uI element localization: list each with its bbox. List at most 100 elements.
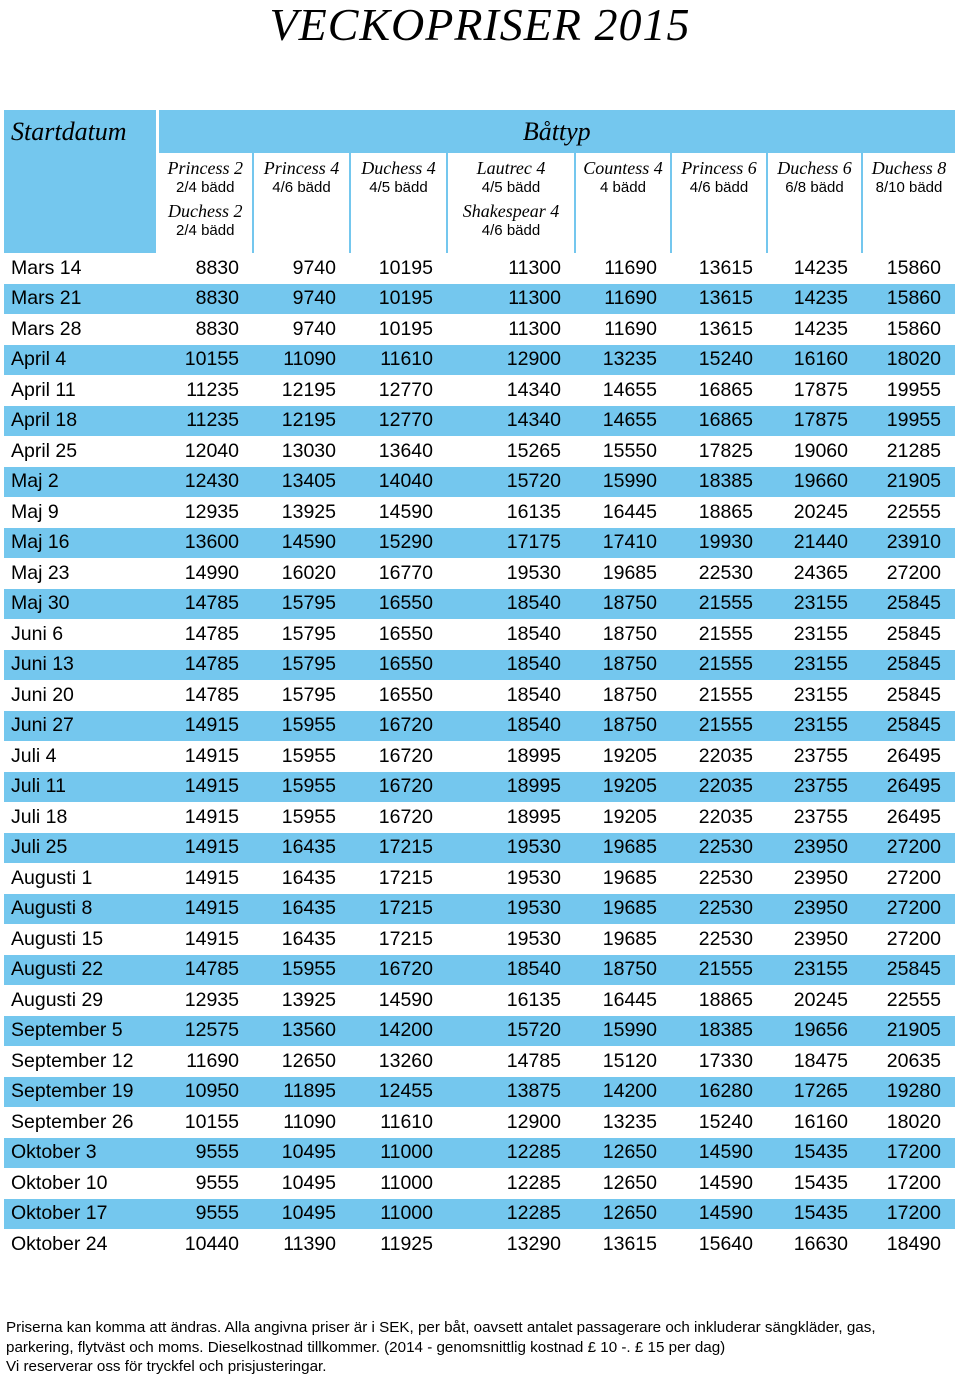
boat-header-spacer	[4, 153, 159, 253]
price-cell: 16865	[671, 405, 767, 436]
price-cell: 15860	[862, 253, 955, 284]
price-cell: 22035	[671, 741, 767, 772]
price-cell: 15290	[350, 527, 447, 558]
price-cell: 23950	[767, 924, 862, 955]
price-cell: 15795	[253, 619, 350, 650]
boat-name: Duchess 4	[361, 158, 436, 178]
table-row: Mars 14 8830 9740 10195 11300 11690 13615 14235…	[4, 253, 955, 284]
price-cell: 8830	[157, 253, 253, 284]
boat-type-row: Princess 2 2/4 bädd Duchess 2 2/4 bädd Princ…	[4, 153, 955, 253]
price-cell: 19205	[575, 741, 671, 772]
table-row: Maj 9 12935 13925 14590 16135 16445 18865 20245…	[4, 497, 955, 528]
price-cell: 23755	[767, 741, 862, 772]
price-cell: 15265	[447, 436, 575, 467]
price-cell: 14590	[253, 527, 350, 558]
price-cell: 14915	[157, 893, 253, 924]
price-cell: 12935	[157, 497, 253, 528]
price-cell: 23155	[767, 710, 862, 741]
price-table: Startdatum Båttyp Princess 2 2/4 bädd Duch…	[4, 110, 955, 1260]
price-table-container: Startdatum Båttyp Princess 2 2/4 bädd Duch…	[4, 110, 955, 1260]
price-cell: 20245	[767, 985, 862, 1016]
price-cell: 16280	[671, 1076, 767, 1107]
price-cell: 18540	[447, 954, 575, 985]
price-cell: 14235	[767, 283, 862, 314]
price-cell: 16630	[767, 1229, 862, 1260]
price-cell: 9555	[157, 1198, 253, 1229]
price-cell: 10950	[157, 1076, 253, 1107]
price-cell: 23950	[767, 893, 862, 924]
price-cell: 11300	[447, 314, 575, 345]
price-cell: 21905	[862, 466, 955, 497]
price-cell: 13615	[575, 1229, 671, 1260]
table-row: April 4 10155 11090 11610 12900 13235 15240 161…	[4, 344, 955, 375]
price-cell: 12650	[575, 1198, 671, 1229]
table-row: Oktober 24 10440 11390 11925 13290 13615 15640…	[4, 1229, 955, 1260]
price-cell: 16020	[253, 558, 350, 589]
price-cell: 15240	[671, 1107, 767, 1138]
table-row: Maj 16 13600 14590 15290 17175 17410 19930 2144…	[4, 527, 955, 558]
price-cell: 12900	[447, 344, 575, 375]
price-cell: 19205	[575, 802, 671, 833]
price-cell: 14040	[350, 466, 447, 497]
price-cell: 17215	[350, 832, 447, 863]
price-cell: 13875	[447, 1076, 575, 1107]
price-cell: 11235	[157, 375, 253, 406]
price-cell: 12650	[575, 1137, 671, 1168]
price-cell: 9555	[157, 1137, 253, 1168]
price-cell: 13260	[350, 1046, 447, 1077]
boat-type-header: Princess 2 2/4 bädd Duchess 2 2/4 bädd	[157, 153, 254, 253]
price-cell: 18020	[862, 344, 955, 375]
price-cell: 22555	[862, 985, 955, 1016]
price-cell: 17410	[575, 527, 671, 558]
price-cell: 8830	[157, 314, 253, 345]
price-cell: 23910	[862, 527, 955, 558]
price-cell: 26495	[862, 771, 955, 802]
boat-beds: 2/4 bädd	[176, 179, 235, 196]
boat-type-header: Duchess 6 6/8 bädd	[767, 153, 863, 253]
price-cell: 18750	[575, 954, 671, 985]
table-row: Oktober 17 9555 10495 11000 12285 12650 14590 1…	[4, 1198, 955, 1229]
start-date-cell: September 5	[4, 1015, 157, 1046]
price-cell: 14200	[575, 1076, 671, 1107]
price-cell: 21555	[671, 619, 767, 650]
start-date-cell: Juni 20	[4, 680, 157, 711]
price-cell: 11300	[447, 253, 575, 284]
price-cell: 19685	[575, 924, 671, 955]
start-date-cell: April 4	[4, 344, 157, 375]
price-cell: 19530	[447, 558, 575, 589]
price-cell: 15550	[575, 436, 671, 467]
start-date-cell: Augusti 8	[4, 893, 157, 924]
price-cell: 23155	[767, 680, 862, 711]
price-cell: 19685	[575, 893, 671, 924]
price-cell: 15955	[253, 771, 350, 802]
price-cell: 18540	[447, 588, 575, 619]
price-cell: 12900	[447, 1107, 575, 1138]
boat-type-header: Lautrec 4 4/5 bädd Shakespear 4 4/6 bädd	[447, 153, 576, 253]
start-date-cell: Juli 4	[4, 741, 157, 772]
table-row: Juni 20 14785 15795 16550 18540 18750 21555 231…	[4, 680, 955, 711]
price-cell: 18540	[447, 619, 575, 650]
price-cell: 12430	[157, 466, 253, 497]
price-cell: 15720	[447, 1015, 575, 1046]
price-cell: 15720	[447, 466, 575, 497]
price-cell: 21285	[862, 436, 955, 467]
boat-type-header: Duchess 8 8/10 bädd	[862, 153, 955, 253]
price-cell: 19530	[447, 832, 575, 863]
price-cell: 18995	[447, 802, 575, 833]
boat-name-alt: Duchess 2	[168, 201, 243, 221]
price-cell: 19530	[447, 924, 575, 955]
price-cell: 13600	[157, 527, 253, 558]
price-cell: 12650	[253, 1046, 350, 1077]
start-date-cell: Maj 30	[4, 588, 157, 619]
price-cell: 22035	[671, 802, 767, 833]
price-cell: 13615	[671, 283, 767, 314]
price-cell: 15990	[575, 1015, 671, 1046]
price-cell: 10195	[350, 314, 447, 345]
price-cell: 10195	[350, 283, 447, 314]
price-cell: 21905	[862, 1015, 955, 1046]
table-row: Augusti 29 12935 13925 14590 16135 16445 18865…	[4, 985, 955, 1016]
price-cell: 16720	[350, 710, 447, 741]
table-row: Juli 11 14915 15955 16720 18995 19205 22035 237…	[4, 771, 955, 802]
table-row: Augusti 1 14915 16435 17215 19530 19685 22530 2…	[4, 863, 955, 894]
